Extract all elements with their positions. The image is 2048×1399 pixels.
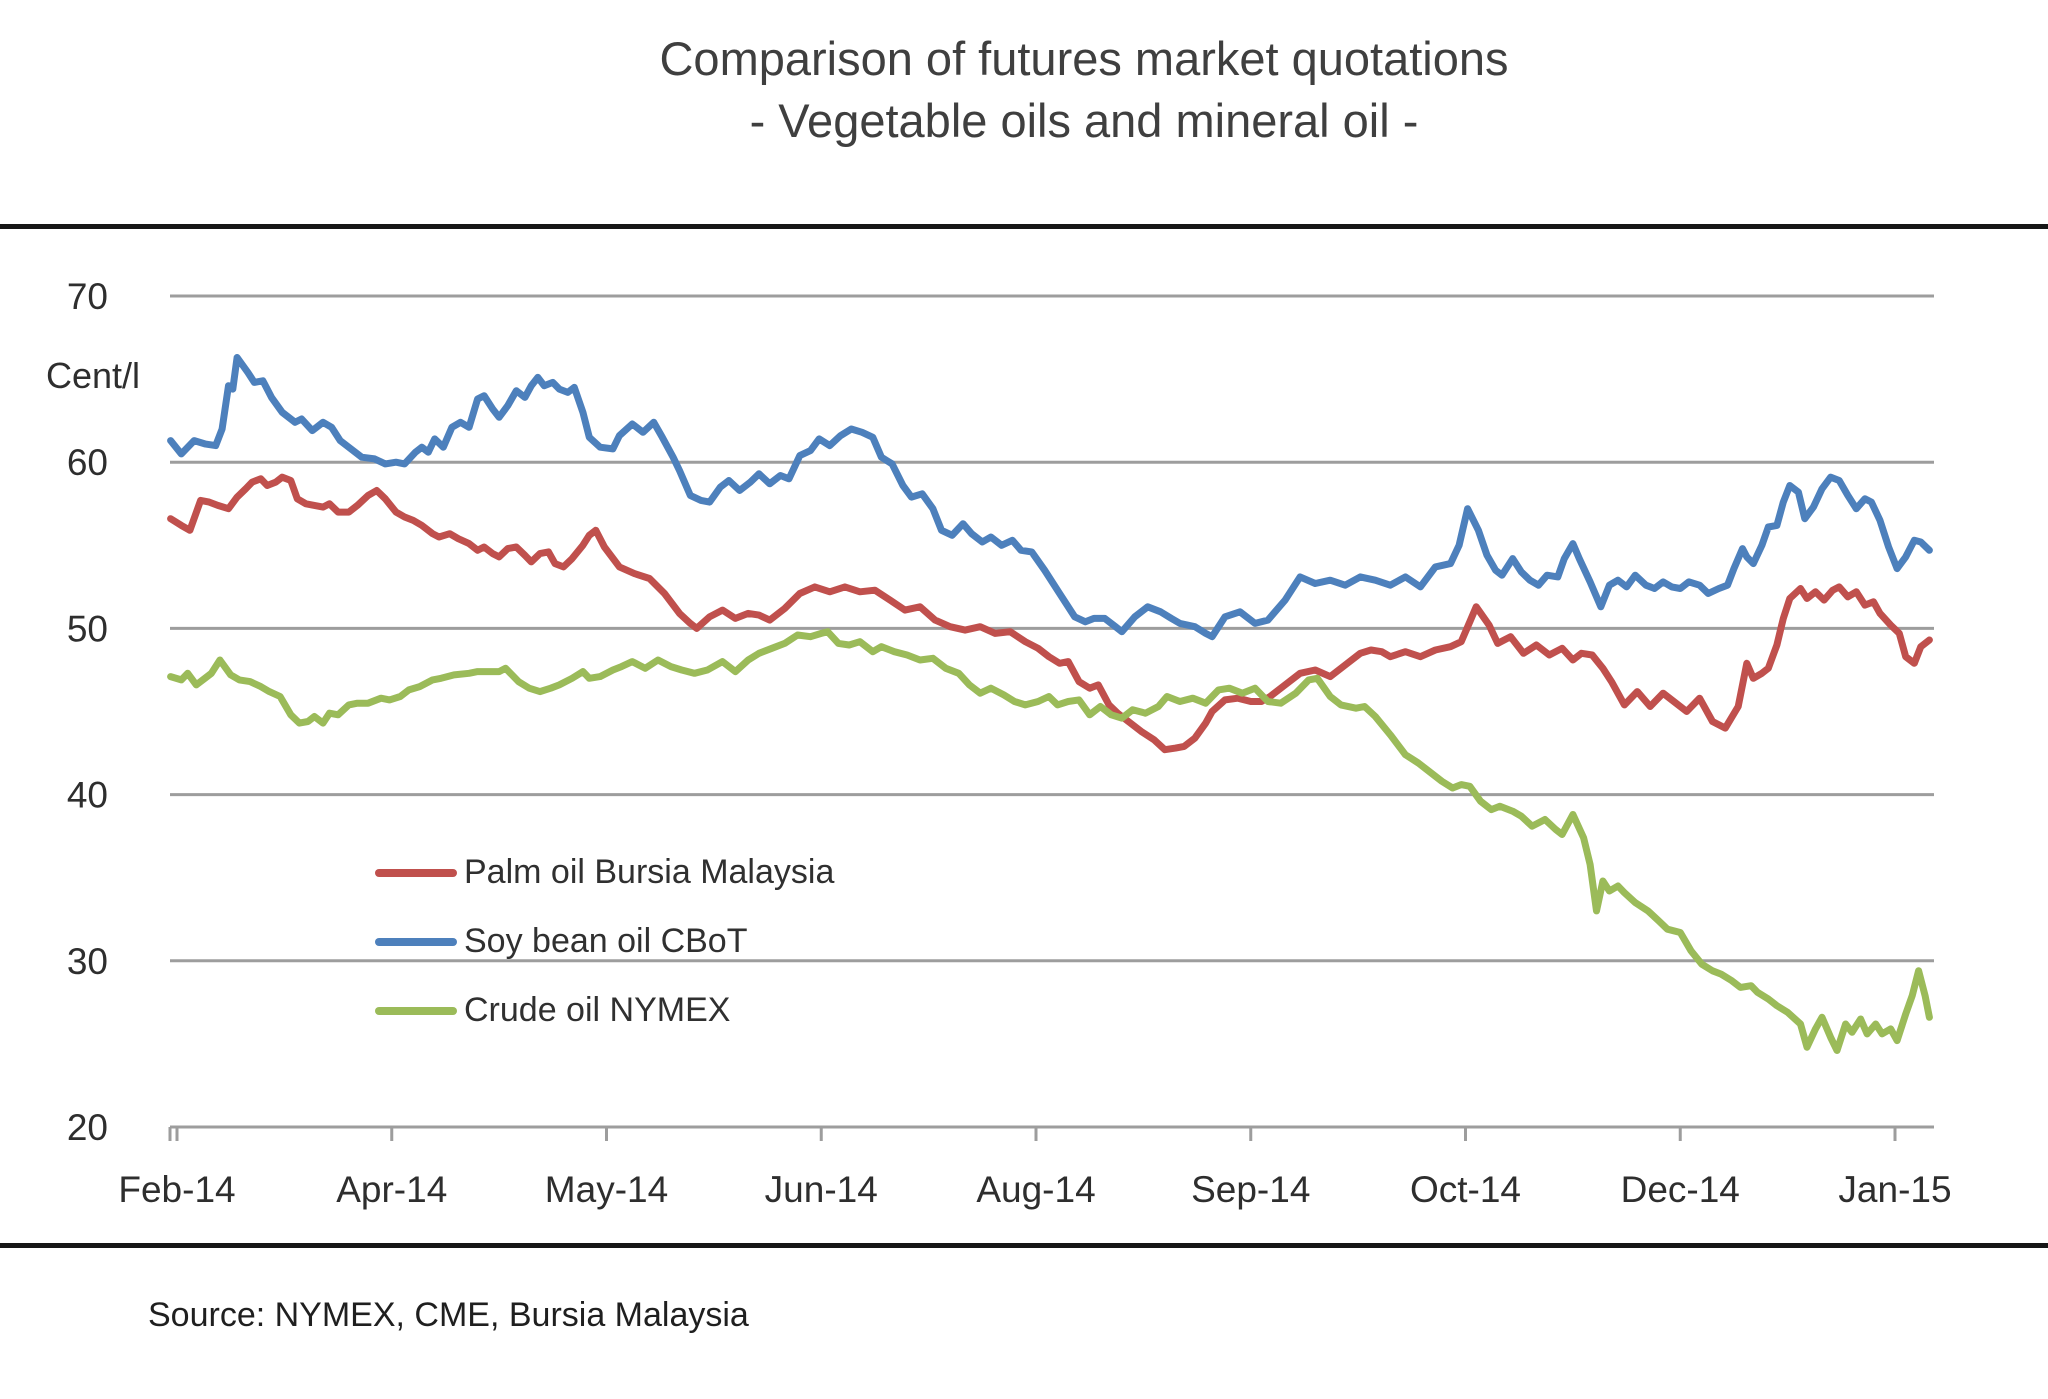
legend-item-crude-oil: Crude oil NYMEX	[375, 976, 834, 1045]
legend-swatch-palm-oil	[375, 868, 457, 877]
chart-legend: Palm oil Bursia Malaysia Soy bean oil CB…	[375, 838, 834, 1045]
y-axis-label-60: 60	[67, 442, 108, 483]
x-axis-label-Dec-14: Dec-14	[1621, 1169, 1740, 1210]
x-axis-label-Feb-14: Feb-14	[118, 1169, 235, 1210]
source-text: Source: NYMEX, CME, Bursia Malaysia	[148, 1296, 749, 1334]
x-axis-label-Oct-14: Oct-14	[1410, 1169, 1521, 1210]
chart-line-palm-oil-bursia-malaysia	[167, 473, 1933, 754]
x-axis-label-Aug-14: Aug-14	[976, 1169, 1095, 1210]
chart-title: Comparison of futures market quotations …	[0, 28, 2048, 152]
y-axis-unit-label: Cent/l	[46, 355, 140, 396]
legend-label: Crude oil NYMEX	[464, 991, 731, 1029]
chart-line-soy-bean-oil-cbot	[167, 354, 1933, 641]
legend-label: Palm oil Bursia Malaysia	[464, 853, 835, 891]
legend-swatch-crude-oil	[375, 1006, 457, 1015]
chart-title-line2: - Vegetable oils and mineral oil -	[749, 94, 1419, 147]
top-divider-rule	[0, 224, 2048, 229]
legend-item-soy-bean-oil: Soy bean oil CBoT	[375, 907, 834, 976]
legend-swatch-soy-bean-oil	[375, 937, 457, 946]
y-axis-label-50: 50	[67, 608, 108, 649]
x-axis-label-Sep-14: Sep-14	[1191, 1169, 1310, 1210]
y-axis-label-20: 20	[67, 1107, 108, 1148]
chart-title-line1: Comparison of futures market quotations	[659, 32, 1509, 85]
bottom-divider-rule	[0, 1243, 2048, 1248]
legend-item-palm-oil: Palm oil Bursia Malaysia	[375, 838, 834, 907]
y-axis-label-30: 30	[67, 941, 108, 982]
x-axis-label-Jan-15: Jan-15	[1838, 1169, 1951, 1210]
x-axis-label-May-14: May-14	[545, 1169, 668, 1210]
y-axis-label-40: 40	[67, 775, 108, 816]
x-axis-label-Jun-14: Jun-14	[765, 1169, 878, 1210]
y-axis-label-70: 70	[67, 276, 108, 317]
chart-line-crude-oil-nymex	[167, 628, 1933, 1054]
legend-label: Soy bean oil CBoT	[464, 922, 748, 960]
x-axis-label-Apr-14: Apr-14	[336, 1169, 447, 1210]
